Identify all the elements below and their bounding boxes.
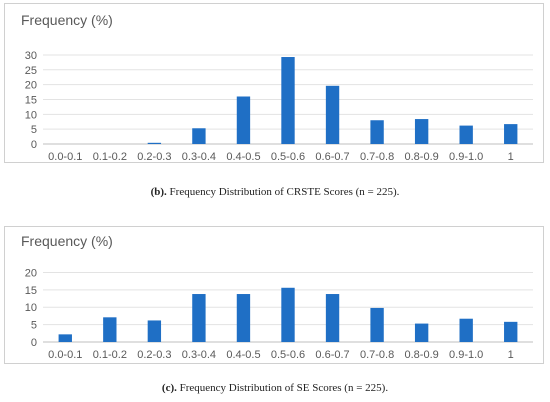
bar (192, 128, 206, 144)
y-axis-label: Frequency (%) (21, 233, 113, 249)
bar (147, 320, 162, 342)
y-tick-label: 10 (25, 109, 37, 121)
x-tick-label: 1 (508, 151, 514, 163)
x-tick-label: 0.2-0.3 (137, 349, 171, 361)
y-axis-label: Frequency (%) (21, 12, 113, 28)
bar (414, 119, 429, 144)
bar (103, 317, 117, 342)
bar (370, 307, 384, 342)
caption-label: (c). (161, 382, 177, 394)
x-tick-label: 0.7-0.8 (360, 349, 394, 361)
y-tick-label: 15 (25, 94, 37, 106)
y-tick-label: 0 (31, 337, 37, 349)
caption-text: Frequency Distribution of SE Scores (n =… (179, 382, 389, 394)
figure-caption-c: (c). Frequency Distribution of SE Scores… (0, 382, 550, 394)
x-tick-label: 0.3-0.4 (182, 349, 216, 361)
bar (370, 120, 384, 144)
bar (281, 287, 295, 342)
bar (325, 85, 340, 144)
chart-panel-crste: Frequency (%) 0 5 10 15 20 25 30 0.0-0.1 0.1-0.2… (4, 3, 544, 163)
bar (504, 124, 518, 144)
bar (236, 96, 251, 144)
y-tick-label: 5 (31, 124, 37, 136)
x-tick-label: 0.1-0.2 (93, 349, 127, 361)
bar (236, 294, 251, 342)
x-tick-label: 0.5-0.6 (271, 151, 305, 163)
bar (414, 323, 429, 342)
x-tick-label: 0.6-0.7 (315, 151, 349, 163)
x-tick-label: 0.8-0.9 (405, 349, 439, 361)
bar (147, 142, 162, 144)
bar (58, 334, 72, 342)
bar-chart-se: 0 5 10 15 20 0.0-0.1 0.1-0.2 0.2-0.3 0.3-0.4 0.4-… (25, 267, 533, 361)
x-tick-label: 0.0-0.1 (48, 349, 82, 361)
x-tick-label: 0.9-1.0 (449, 151, 483, 163)
bar (459, 318, 473, 342)
caption-label: (b). (150, 186, 167, 198)
figure-caption-b: (b). Frequency Distribution of CRSTE Sco… (0, 186, 550, 198)
y-tick-label: 0 (31, 139, 37, 151)
x-tick-label: 0.0-0.1 (48, 151, 82, 163)
y-tick-label: 20 (25, 80, 37, 92)
y-tick-label: 30 (25, 50, 37, 62)
x-tick-label: 0.4-0.5 (226, 349, 260, 361)
y-tick-label: 15 (25, 285, 37, 297)
x-tick-label: 0.5-0.6 (271, 349, 305, 361)
bar (459, 125, 473, 144)
x-tick-label: 0.4-0.5 (226, 151, 260, 163)
bar (504, 321, 518, 342)
x-tick-label: 0.6-0.7 (315, 349, 349, 361)
bar (325, 294, 340, 342)
y-tick-label: 5 (31, 320, 37, 332)
x-tick-label: 0.1-0.2 (93, 151, 127, 163)
bar (281, 57, 295, 144)
caption-text: Frequency Distribution of CRSTE Scores (… (169, 186, 400, 198)
x-tick-label: 0.3-0.4 (182, 151, 216, 163)
bar (192, 294, 206, 342)
y-tick-label: 20 (25, 267, 37, 279)
x-tick-label: 0.2-0.3 (137, 151, 171, 163)
y-tick-label: 10 (25, 302, 37, 314)
chart-panel-se: Frequency (%) 0 5 10 15 20 0.0-0.1 0.1-0.2 0.2-… (4, 226, 544, 364)
x-tick-label: 0.9-1.0 (449, 349, 483, 361)
bar-chart-crste: 0 5 10 15 20 25 30 0.0-0.1 0.1-0.2 0.2-0.3 0.3-0.4… (25, 50, 533, 163)
x-tick-label: 1 (508, 349, 514, 361)
x-tick-label: 0.7-0.8 (360, 151, 394, 163)
y-tick-label: 25 (25, 65, 37, 77)
x-tick-label: 0.8-0.9 (405, 151, 439, 163)
